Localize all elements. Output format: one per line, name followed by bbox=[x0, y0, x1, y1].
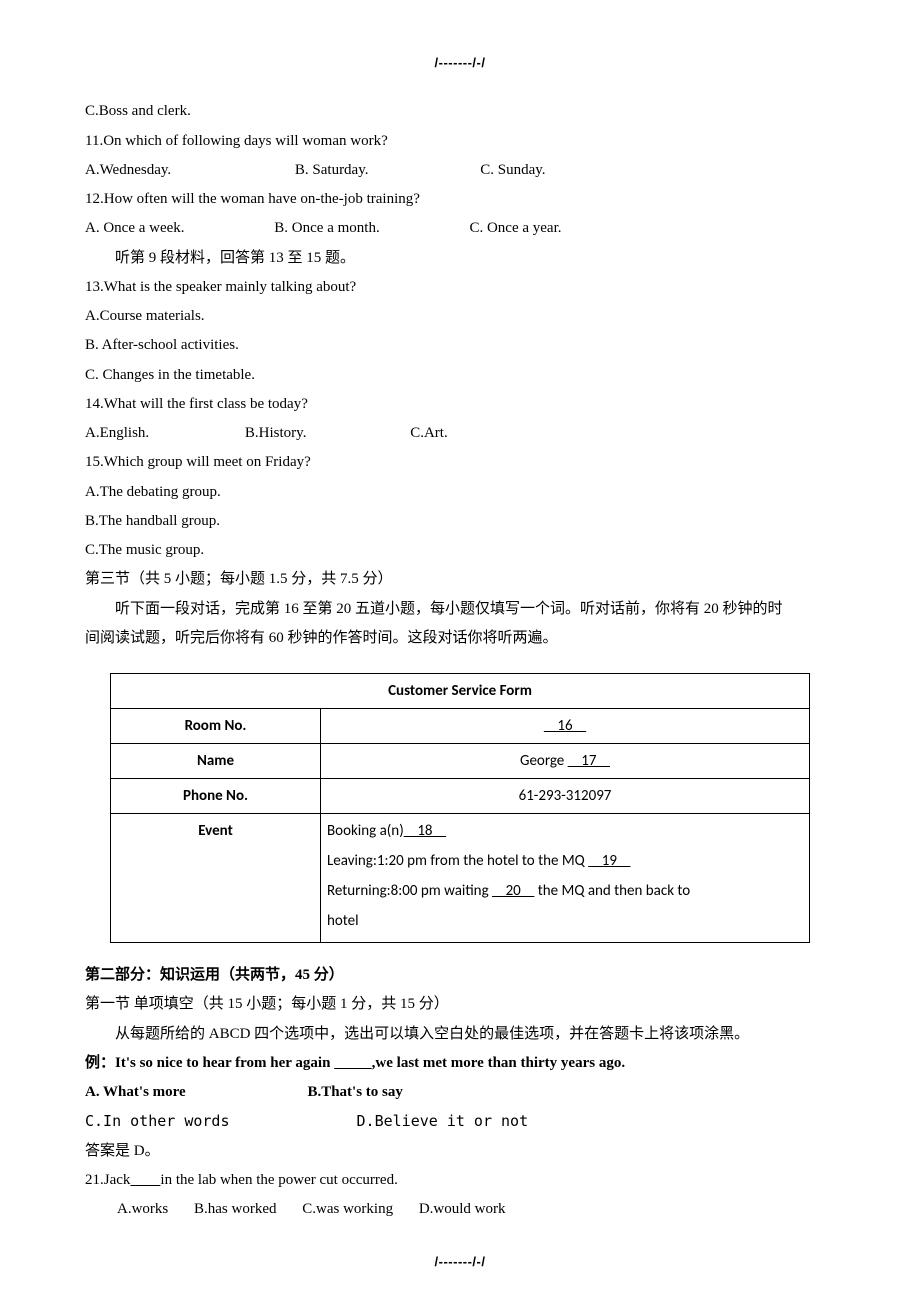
part-2-header: 第二部分：知识运用（共两节，45 分） bbox=[85, 961, 835, 990]
room-no-label: Room No. bbox=[111, 709, 321, 744]
q12-option-b: B. Once a month. bbox=[274, 214, 379, 243]
table-title: Customer Service Form bbox=[111, 674, 810, 709]
table-row: Phone No. 61-293-312097 bbox=[111, 779, 810, 814]
event-value: Booking a(n) 18 Leaving:1:20 pm from the… bbox=[321, 814, 810, 943]
phone-no-label: Phone No. bbox=[111, 779, 321, 814]
example-answer: 答案是 D。 bbox=[85, 1137, 835, 1166]
q15-option-c: C.The music group. bbox=[85, 536, 835, 565]
event-line-4: hotel bbox=[327, 906, 801, 936]
q21-option-a: A.works bbox=[117, 1195, 168, 1224]
page-footer-mark: /-------/-/ bbox=[0, 1249, 920, 1274]
q21-pre: 21.Jack bbox=[85, 1172, 130, 1188]
example-sentence: 例：It's so nice to hear from her again ,w… bbox=[85, 1049, 835, 1078]
q13-option-a: A.Course materials. bbox=[85, 302, 835, 331]
event-line-3: Returning:8:00 pm waiting 20 the MQ and … bbox=[327, 876, 801, 906]
event-line-2: Leaving:1:20 pm from the hotel to the MQ… bbox=[327, 846, 801, 876]
event-1-pre: Booking a(n) bbox=[327, 822, 404, 840]
q21-option-b: B.has worked bbox=[194, 1195, 277, 1224]
q11-option-b: B. Saturday. bbox=[295, 156, 369, 185]
customer-service-form-table: Customer Service Form Room No. 16 Name G… bbox=[110, 673, 810, 943]
q11-options: A.Wednesday. B. Saturday. C. Sunday. bbox=[85, 156, 835, 185]
q21-option-c: C.was working bbox=[302, 1195, 393, 1224]
blank-16: 16 bbox=[544, 717, 586, 735]
q15-option-b: B.The handball group. bbox=[85, 507, 835, 536]
example-option-d: D.Believe it or not bbox=[357, 1107, 529, 1136]
section-3-instruction-line2: 间阅读试题，听完后你将有 60 秒钟的作答时间。这段对话你将听两遍。 bbox=[85, 624, 835, 653]
blank-17: 17 bbox=[568, 752, 610, 770]
q14-option-b: B.History. bbox=[245, 419, 307, 448]
example-option-a: A. What's more bbox=[85, 1078, 186, 1107]
event-3-pre: Returning:8:00 pm waiting bbox=[327, 882, 492, 900]
q14-options: A.English. B.History. C.Art. bbox=[85, 419, 835, 448]
segment-9-instruction: 听第 9 段材料，回答第 13 至 15 题。 bbox=[85, 244, 835, 273]
table-row: Customer Service Form bbox=[111, 674, 810, 709]
q21-post: in the lab when the power cut occurred. bbox=[160, 1172, 397, 1188]
q21-options: A.works B.has worked C.was working D.wou… bbox=[85, 1195, 835, 1224]
q12-option-a: A. Once a week. bbox=[85, 214, 185, 243]
example-options-ab: A. What's more B.That's to say bbox=[85, 1078, 835, 1107]
blank-19: 19 bbox=[588, 852, 630, 870]
q13-option-c: C. Changes in the timetable. bbox=[85, 361, 835, 390]
example-post: ,we last met more than thirty years ago. bbox=[372, 1055, 625, 1071]
q11-option-a: A.Wednesday. bbox=[85, 156, 171, 185]
example-option-b: B.That's to say bbox=[307, 1078, 402, 1107]
q13-option-b: B. After-school activities. bbox=[85, 331, 835, 360]
name-prefix: George bbox=[520, 752, 568, 770]
q10-option-c: C.Boss and clerk. bbox=[85, 97, 835, 126]
part-2-section-1-header: 第一节 单项填空（共 15 小题；每小题 1 分，共 15 分） bbox=[85, 990, 835, 1019]
example-options-cd: C.In other words D.Believe it or not bbox=[85, 1107, 835, 1136]
section-3-header: 第三节（共 5 小题；每小题 1.5 分，共 7.5 分） bbox=[85, 565, 835, 594]
table-row: Room No. 16 bbox=[111, 709, 810, 744]
event-2-pre: Leaving:1:20 pm from the hotel to the MQ bbox=[327, 852, 588, 870]
q21-stem: 21.Jack in the lab when the power cut oc… bbox=[85, 1166, 835, 1195]
room-no-value: 16 bbox=[321, 709, 810, 744]
example-blank bbox=[334, 1055, 372, 1071]
q12-stem: 12.How often will the woman have on-the-… bbox=[85, 185, 835, 214]
blank-20: 20 bbox=[492, 882, 534, 900]
event-line-1: Booking a(n) 18 bbox=[327, 816, 801, 846]
q13-stem: 13.What is the speaker mainly talking ab… bbox=[85, 273, 835, 302]
q12-option-c: C. Once a year. bbox=[469, 214, 561, 243]
example-pre: 例：It's so nice to hear from her again bbox=[85, 1055, 334, 1071]
event-3-post: the MQ and then back to bbox=[534, 882, 690, 900]
name-value: George 17 bbox=[321, 744, 810, 779]
table-row: Name George 17 bbox=[111, 744, 810, 779]
event-label: Event bbox=[111, 814, 321, 943]
phone-no-value: 61-293-312097 bbox=[321, 779, 810, 814]
q14-option-a: A.English. bbox=[85, 419, 149, 448]
q11-stem: 11.On which of following days will woman… bbox=[85, 127, 835, 156]
q14-option-c: C.Art. bbox=[410, 419, 448, 448]
q11-option-c: C. Sunday. bbox=[480, 156, 545, 185]
example-option-c: C.In other words bbox=[85, 1107, 230, 1136]
part-2-instruction: 从每题所给的 ABCD 四个选项中，选出可以填入空白处的最佳选项，并在答题卡上将… bbox=[85, 1020, 835, 1049]
q21-blank bbox=[130, 1172, 160, 1188]
q15-option-a: A.The debating group. bbox=[85, 478, 835, 507]
section-3-instruction-line1: 听下面一段对话，完成第 16 至第 20 五道小题，每小题仅填写一个词。听对话前… bbox=[85, 595, 835, 624]
table-row: Event Booking a(n) 18 Leaving:1:20 pm fr… bbox=[111, 814, 810, 943]
page-header-mark: /-------/-/ bbox=[85, 50, 835, 75]
exam-page: /-------/-/ C.Boss and clerk. 11.On whic… bbox=[0, 0, 920, 1302]
q21-option-d: D.would work bbox=[419, 1195, 506, 1224]
name-label: Name bbox=[111, 744, 321, 779]
q14-stem: 14.What will the first class be today? bbox=[85, 390, 835, 419]
q15-stem: 15.Which group will meet on Friday? bbox=[85, 448, 835, 477]
q12-options: A. Once a week. B. Once a month. C. Once… bbox=[85, 214, 835, 243]
blank-18: 18 bbox=[404, 822, 446, 840]
